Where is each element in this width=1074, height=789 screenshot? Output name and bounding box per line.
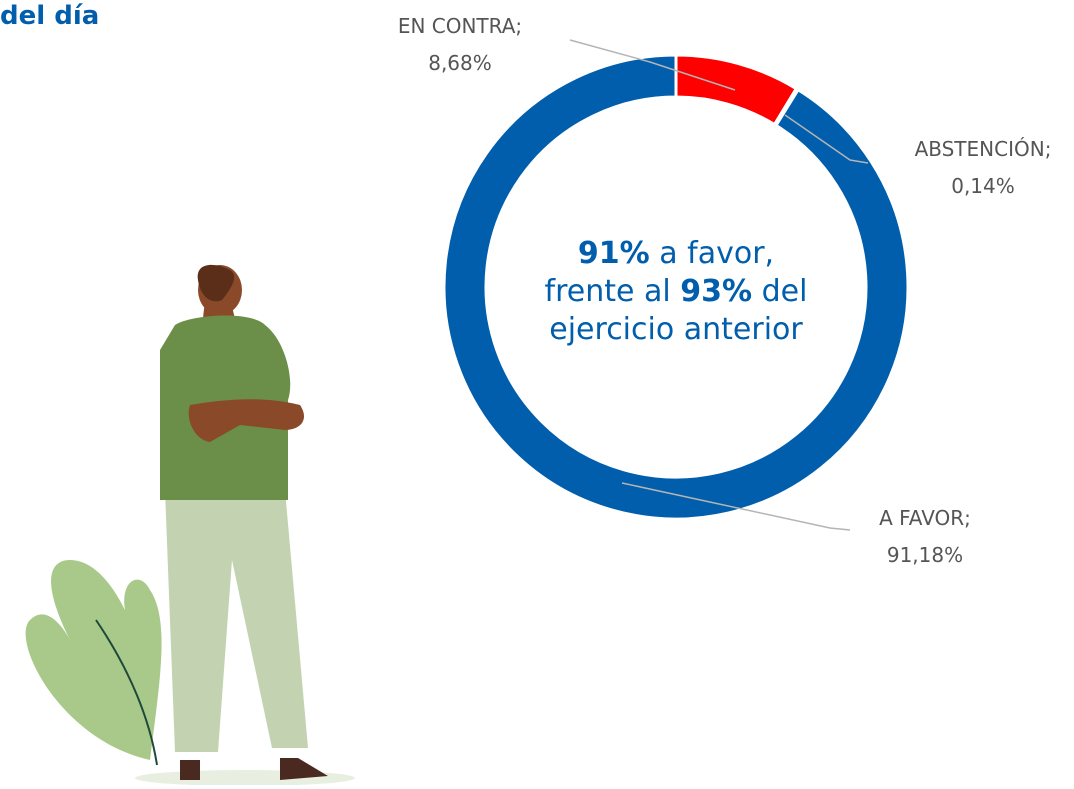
category-label: A FAVOR;	[879, 506, 971, 530]
center-highlight: 91%	[578, 236, 650, 271]
center-part: ejercicio anterior	[549, 312, 803, 347]
illustration	[26, 265, 355, 785]
donut-slice	[676, 55, 796, 125]
category-label: EN CONTRA;	[398, 14, 522, 38]
value-label: 91,18%	[887, 543, 963, 567]
center-part: del	[752, 274, 807, 309]
title: del día	[0, 1, 99, 31]
center-line: ejercicio anterior	[549, 312, 803, 347]
center-part: frente al	[545, 274, 681, 309]
value-label: 0,14%	[951, 174, 1015, 198]
page: del día EN CONTRA; 8,68% ABSTENCIÓN; 0,14% A…	[0, 0, 1074, 785]
center-part: a favor,	[650, 236, 774, 271]
center-line: 91% a favor,	[578, 236, 774, 271]
center-line: frente al 93% del	[545, 274, 808, 309]
category-label: ABSTENCIÓN;	[915, 137, 1052, 161]
center-highlight: 93%	[680, 274, 752, 309]
value-label: 8,68%	[428, 51, 492, 75]
